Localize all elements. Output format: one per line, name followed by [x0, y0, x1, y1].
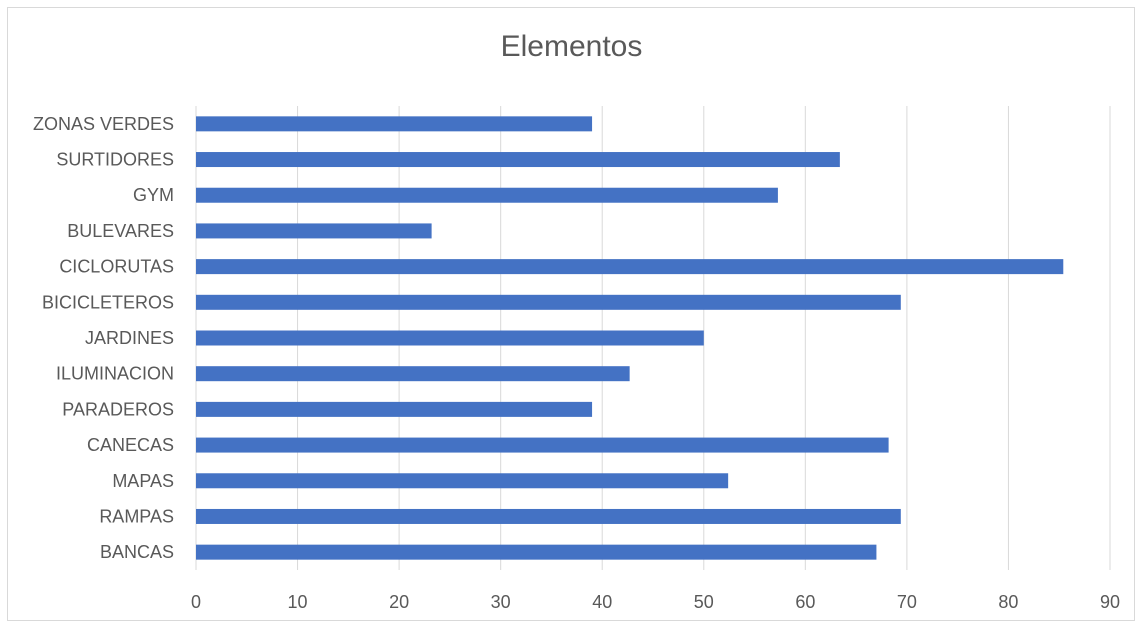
category-label: GYM	[133, 185, 174, 205]
bar-surtidores	[196, 152, 840, 168]
category-label: ILUMINACION	[56, 364, 174, 384]
category-label: CANECAS	[87, 435, 174, 455]
bar-bulevares	[196, 223, 432, 239]
bar-zonas-verdes	[196, 116, 593, 132]
x-tick-label: 50	[694, 592, 714, 612]
category-label: RAMPAS	[99, 506, 174, 526]
bar-canecas	[196, 437, 889, 453]
bar-rampas	[196, 508, 901, 524]
x-tick-label: 10	[288, 592, 308, 612]
category-label: ZONAS VERDES	[33, 114, 174, 134]
category-label: BICICLETEROS	[42, 292, 174, 312]
x-tick-label: 20	[389, 592, 409, 612]
bar-jardines	[196, 330, 704, 346]
x-tick-label: 70	[897, 592, 917, 612]
x-tick-label: 60	[795, 592, 815, 612]
category-label: PARADEROS	[62, 399, 174, 419]
category-label: CICLORUTAS	[59, 257, 174, 277]
category-label: MAPAS	[112, 471, 174, 491]
bar-iluminacion	[196, 366, 630, 382]
x-tick-label: 0	[191, 592, 201, 612]
bar-gym	[196, 187, 778, 203]
category-label: BULEVARES	[67, 221, 174, 241]
x-tick-label: 90	[1100, 592, 1120, 612]
chart-title: Elementos	[500, 30, 643, 63]
bar-bancas	[196, 544, 877, 560]
bar-paraderos	[196, 401, 593, 417]
bar-bicicleteros	[196, 294, 901, 310]
category-label: JARDINES	[85, 328, 174, 348]
x-tick-label: 30	[491, 592, 511, 612]
category-label: BANCAS	[100, 542, 174, 562]
x-tick-label: 40	[592, 592, 612, 612]
bar-ciclorutas	[196, 259, 1064, 275]
bar-mapas	[196, 473, 729, 489]
category-label: SURTIDORES	[56, 150, 174, 170]
x-tick-label: 80	[998, 592, 1018, 612]
